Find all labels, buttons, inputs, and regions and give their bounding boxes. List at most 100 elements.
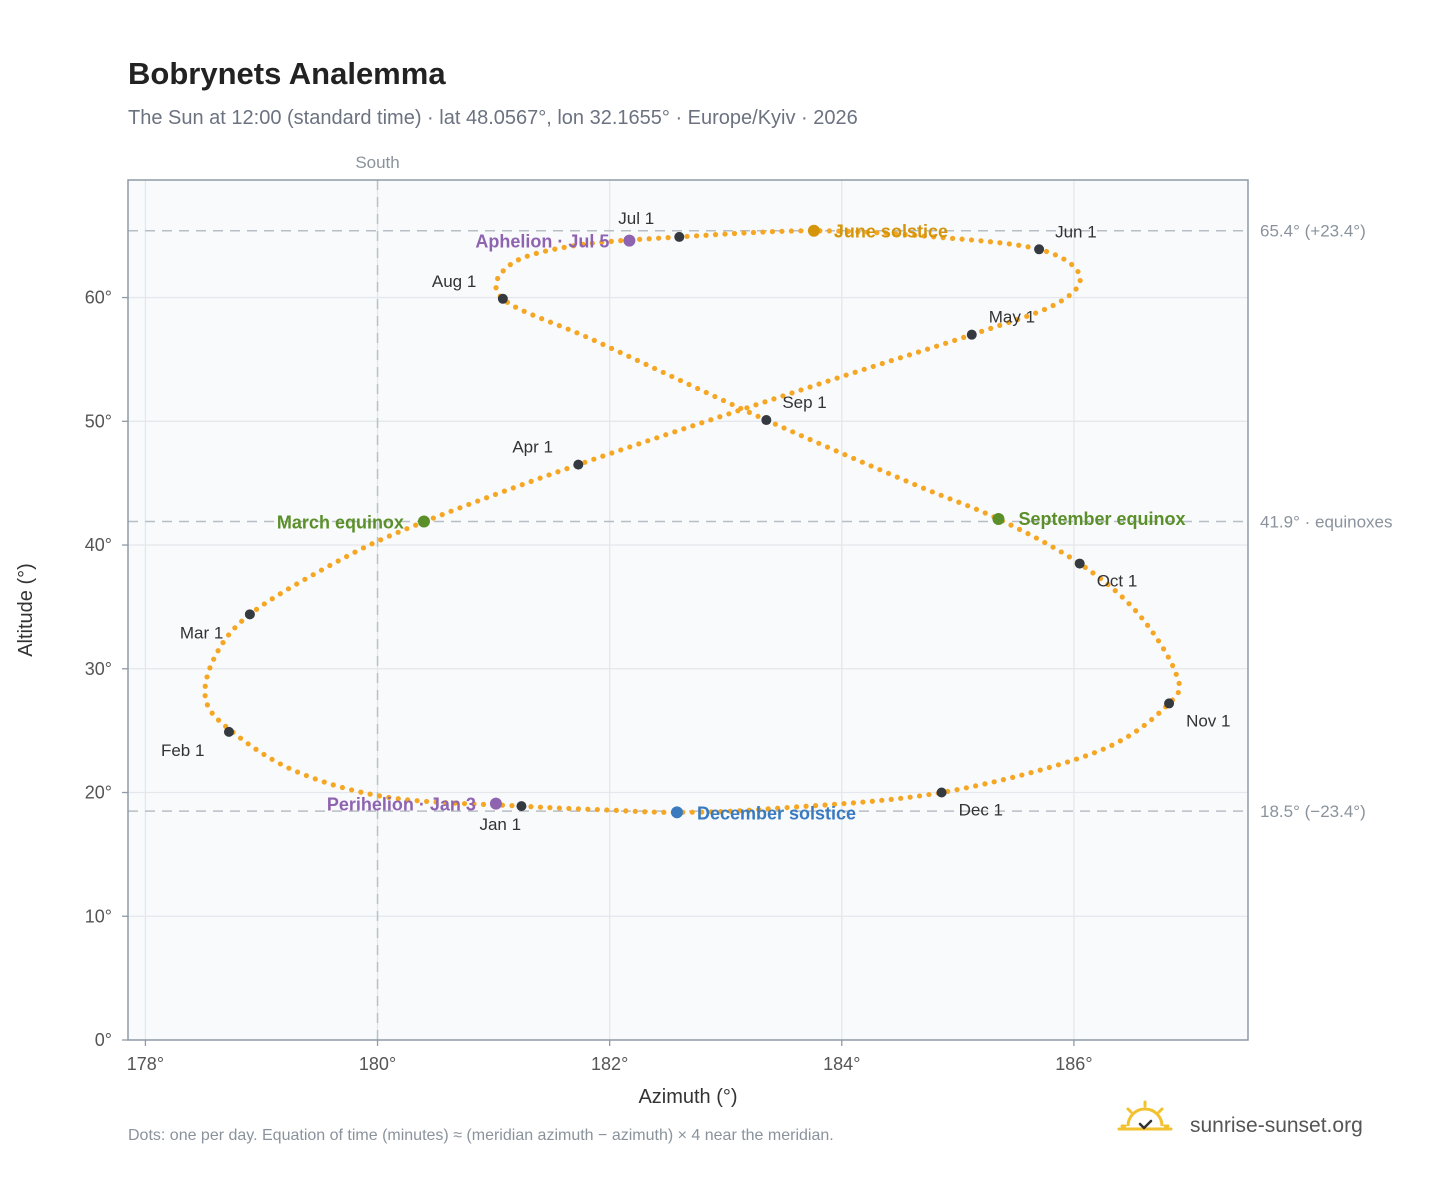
daily-sun-dot: [836, 228, 842, 234]
daily-sun-dot: [906, 352, 913, 358]
reference-lines: 65.4° (+23.4°) 41.9° · equinoxes 18.5° (−2…: [128, 222, 1393, 821]
daily-sun-dot: [793, 804, 800, 810]
daily-sun-dot: [772, 421, 778, 427]
event-label: June solstice: [834, 222, 948, 242]
daily-sun-dot: [360, 545, 367, 551]
daily-sun-dot: [1016, 526, 1023, 532]
daily-sun-dot: [405, 797, 411, 803]
daily-sun-dot: [933, 343, 940, 349]
daily-sun-dot: [860, 799, 866, 805]
daily-sun-dot: [833, 448, 839, 454]
month-label: Jul 1: [618, 209, 654, 228]
daily-sun-dot: [756, 806, 762, 813]
daily-sun-dot: [940, 235, 946, 241]
daily-sun-dot: [669, 373, 675, 380]
daily-sun-dot: [495, 275, 501, 282]
daily-sun-dot: [439, 512, 445, 518]
footnote: Dots: one per day. Equation of time (min…: [128, 1127, 834, 1144]
daily-sun-dot: [790, 429, 796, 435]
daily-sun-dot: [807, 384, 813, 390]
daily-sun-dot: [433, 799, 439, 805]
daily-sun-dot: [452, 800, 458, 806]
daily-sun-dot: [695, 385, 701, 392]
daily-sun-dot: [1156, 710, 1162, 716]
daily-sun-dot: [654, 435, 660, 441]
daily-sun-dot: [330, 782, 336, 788]
daily-sun-dot: [564, 466, 570, 472]
daily-sun-dot: [712, 393, 718, 400]
daily-sun-dot: [580, 241, 586, 247]
daily-sun-dot: [722, 231, 728, 237]
daily-sun-dot: [1016, 242, 1022, 248]
daily-sun-dot: [712, 232, 719, 238]
daily-sun-dot: [893, 231, 899, 237]
daily-sun-dot: [501, 488, 507, 494]
analemma-curve: [202, 228, 1182, 815]
daily-sun-dot: [521, 308, 527, 314]
daily-sun-dot: [261, 601, 267, 607]
daily-sun-dot: [253, 606, 260, 612]
daily-sun-dot: [507, 262, 513, 268]
daily-sun-dot: [277, 591, 283, 597]
daily-sun-dot: [585, 806, 591, 812]
daily-sun-dot: [524, 253, 530, 259]
daily-sun-dot: [1073, 756, 1080, 762]
daily-sun-dot: [661, 809, 667, 815]
x-axis-label: Azimuth (°): [638, 1086, 737, 1108]
daily-sun-dot: [915, 349, 922, 355]
daily-sun-dot: [1090, 570, 1096, 576]
daily-sun-dot: [643, 361, 649, 367]
daily-sun-dot: [448, 508, 454, 514]
daily-sun-dot: [617, 349, 623, 355]
daily-sun-dot: [339, 784, 346, 791]
daily-sun-dot: [1117, 738, 1123, 744]
daily-sun-dot: [202, 693, 208, 699]
daily-sun-dot: [855, 229, 861, 235]
month-label: Feb 1: [161, 741, 204, 760]
daily-sun-dot: [737, 808, 743, 814]
daily-sun-dot: [738, 405, 744, 412]
daily-sun-dot: [956, 499, 962, 505]
daily-sun-dot: [1015, 316, 1021, 323]
daily-sun-dot: [926, 791, 932, 798]
daily-sun-dot: [1112, 588, 1118, 594]
month-marker: [1074, 558, 1085, 569]
daily-sun-dot: [335, 558, 341, 564]
daily-sun-dot: [225, 632, 232, 638]
daily-sun-dot: [475, 498, 481, 504]
daily-sun-dot: [608, 238, 614, 244]
sun-logo-icon: [1117, 1100, 1173, 1131]
daily-sun-dot: [609, 450, 615, 456]
daily-sun-dot: [1126, 601, 1132, 607]
daily-sun-dot: [720, 397, 727, 404]
daily-sun-dot: [466, 501, 472, 508]
daily-sun-dot: [480, 801, 487, 808]
y-tick-label: 10°: [85, 906, 112, 926]
daily-sun-dot: [552, 246, 558, 252]
daily-sun-dot: [784, 804, 790, 811]
month-label: Sep 1: [782, 393, 826, 412]
month-label: Jun 1: [1055, 222, 1097, 241]
daily-sun-dot: [599, 239, 605, 245]
month-label: Apr 1: [512, 438, 553, 457]
daily-sun-dot: [690, 423, 696, 429]
daily-sun-dot: [442, 800, 449, 806]
month-marker: [223, 726, 234, 737]
daily-sun-dot: [677, 377, 684, 384]
daily-sun-dot: [1025, 531, 1031, 537]
daily-sun-dot: [589, 240, 595, 246]
daily-sun-dot: [528, 478, 534, 484]
x-axis-ticks: 178° 180° 182° 184° 186°: [127, 1040, 1093, 1074]
daily-sun-dot: [352, 549, 358, 555]
daily-sun-dot: [294, 581, 300, 587]
chart-subtitle: The Sun at 12:00 (standard time) · lat 4…: [128, 107, 858, 129]
y-tick-label: 20°: [85, 783, 112, 803]
daily-sun-dot: [825, 378, 831, 384]
daily-sun-dot: [798, 228, 804, 234]
daily-sun-dot: [1133, 728, 1140, 734]
daily-sun-dot: [547, 805, 553, 811]
daily-sun-dot: [1170, 662, 1176, 669]
daily-sun-dot: [1058, 549, 1064, 555]
daily-sun-dot: [515, 257, 522, 263]
daily-sun-dot: [973, 783, 979, 789]
